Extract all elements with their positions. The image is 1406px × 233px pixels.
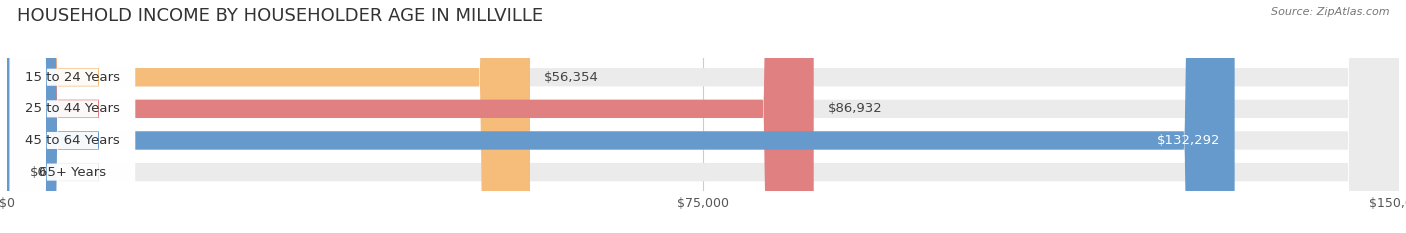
Text: HOUSEHOLD INCOME BY HOUSEHOLDER AGE IN MILLVILLE: HOUSEHOLD INCOME BY HOUSEHOLDER AGE IN M…	[17, 7, 543, 25]
Text: $132,292: $132,292	[1157, 134, 1220, 147]
FancyBboxPatch shape	[7, 0, 814, 233]
FancyBboxPatch shape	[10, 0, 135, 233]
Text: 25 to 44 Years: 25 to 44 Years	[25, 102, 120, 115]
Text: 45 to 64 Years: 45 to 64 Years	[25, 134, 120, 147]
Text: $56,354: $56,354	[544, 71, 599, 84]
FancyBboxPatch shape	[7, 0, 1399, 233]
FancyBboxPatch shape	[7, 0, 1399, 233]
Text: $0: $0	[31, 166, 48, 178]
FancyBboxPatch shape	[7, 0, 1399, 233]
Text: $86,932: $86,932	[828, 102, 883, 115]
Text: 65+ Years: 65+ Years	[39, 166, 105, 178]
FancyBboxPatch shape	[10, 0, 135, 233]
Text: Source: ZipAtlas.com: Source: ZipAtlas.com	[1271, 7, 1389, 17]
FancyBboxPatch shape	[10, 0, 135, 233]
FancyBboxPatch shape	[7, 0, 530, 233]
FancyBboxPatch shape	[7, 0, 1399, 233]
FancyBboxPatch shape	[7, 0, 1234, 233]
FancyBboxPatch shape	[10, 0, 135, 233]
Text: 15 to 24 Years: 15 to 24 Years	[25, 71, 120, 84]
